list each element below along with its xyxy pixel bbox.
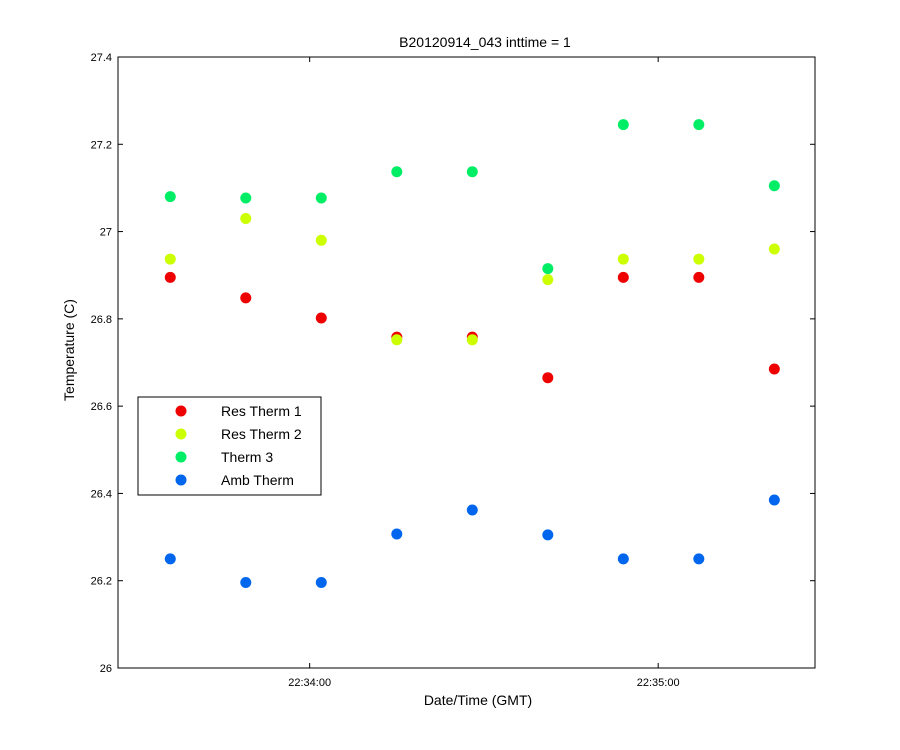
data-point xyxy=(617,253,629,265)
chart-title: B20120914_043 inttime = 1 xyxy=(399,34,571,50)
x-tick-label: 22:35:00 xyxy=(637,677,680,689)
data-point xyxy=(542,529,554,541)
y-tick-label: 26.6 xyxy=(91,401,112,413)
data-point xyxy=(240,576,252,588)
series-therm-3 xyxy=(164,119,780,275)
legend-label: Amb Therm xyxy=(221,472,294,488)
data-point xyxy=(693,253,705,265)
legend-label: Res Therm 2 xyxy=(221,426,302,442)
series-amb-therm xyxy=(164,494,780,588)
legend-label: Res Therm 1 xyxy=(221,403,302,419)
data-point xyxy=(693,271,705,283)
y-tick-label: 26.4 xyxy=(91,488,112,500)
data-point xyxy=(466,166,478,178)
data-point xyxy=(542,372,554,384)
y-tick-label: 26 xyxy=(100,663,112,675)
data-point xyxy=(315,312,327,324)
axis-ticks: 26 26.2 26.4 26.6 26.8 27 27.2 27.4 22:34:00 22:3… xyxy=(91,52,815,689)
data-point xyxy=(466,334,478,346)
legend-label: Therm 3 xyxy=(221,449,273,465)
data-point xyxy=(617,271,629,283)
legend-marker xyxy=(175,405,187,417)
data-point xyxy=(240,192,252,204)
legend-marker xyxy=(175,428,187,440)
y-tick-label: 26.2 xyxy=(91,576,112,588)
legend-marker xyxy=(175,474,187,486)
data-point xyxy=(693,553,705,565)
data-point xyxy=(164,253,176,265)
y-axis-label: Temperature (C) xyxy=(61,299,77,401)
legend-marker xyxy=(175,451,187,463)
y-tick-label: 27.2 xyxy=(91,139,112,151)
y-tick-label: 26.8 xyxy=(91,314,112,326)
data-point xyxy=(240,292,252,304)
x-axis-label: Date/Time (GMT) xyxy=(424,692,532,708)
data-point xyxy=(693,119,705,131)
data-point xyxy=(164,191,176,203)
data-point xyxy=(315,576,327,588)
data-point xyxy=(617,553,629,565)
data-point xyxy=(768,180,780,192)
legend-box xyxy=(137,396,322,496)
y-tick-label: 27.4 xyxy=(91,52,112,64)
legend: Res Therm 1 Res Therm 2 Therm 3 Amb Therm xyxy=(137,396,322,496)
data-point xyxy=(768,494,780,506)
data-point xyxy=(768,243,780,255)
data-point xyxy=(315,234,327,246)
plot-area xyxy=(117,56,816,669)
data-point xyxy=(391,528,403,540)
data-points xyxy=(164,119,780,588)
data-point xyxy=(617,119,629,131)
data-point xyxy=(466,504,478,516)
data-point xyxy=(391,334,403,346)
data-point xyxy=(164,553,176,565)
data-point xyxy=(542,274,554,286)
data-point xyxy=(391,166,403,178)
data-point xyxy=(164,271,176,283)
data-point xyxy=(768,363,780,375)
x-tick-label: 22:34:00 xyxy=(288,677,331,689)
series-res-therm-2 xyxy=(164,212,780,346)
data-point xyxy=(240,212,252,224)
data-point xyxy=(315,192,327,204)
y-tick-label: 27 xyxy=(100,227,112,239)
data-point xyxy=(542,263,554,275)
